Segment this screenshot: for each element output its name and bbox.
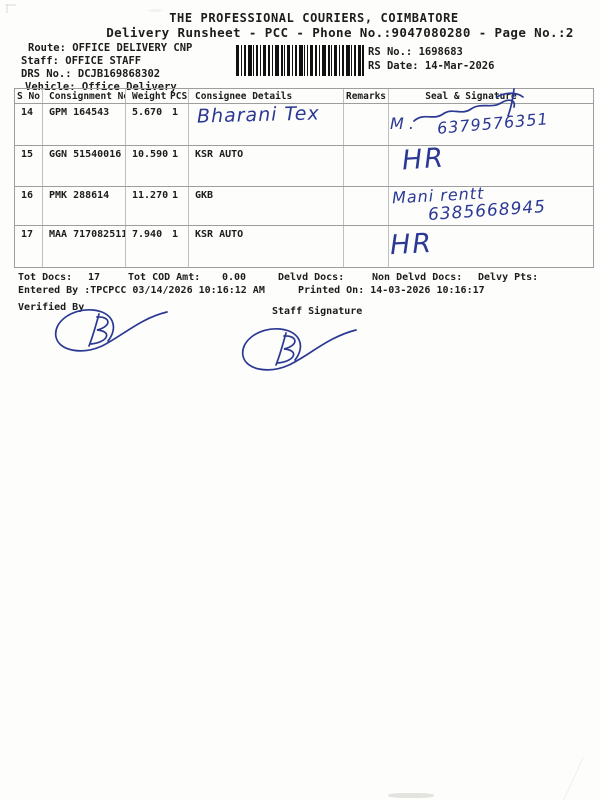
col-header-sno: S No: [15, 89, 43, 103]
cell-consignment: GPM 164543: [43, 104, 126, 145]
rs-no-value: 1698683: [418, 46, 463, 58]
cell-consignee: KSR AUTO: [189, 146, 344, 186]
table-row: 14 GPM 164543 5.670 1: [15, 104, 593, 146]
cell-consignment: PMK 288614: [43, 187, 126, 225]
tot-docs-value: 17: [88, 272, 101, 283]
handwritten-seal-initials: HR: [389, 227, 434, 262]
scan-artifact: [6, 4, 8, 13]
col-header-weight: Weight: [132, 91, 167, 102]
entered-by: Entered By :TPCPCC 03/14/2026 10:16:12 A…: [18, 285, 265, 296]
drs-value: DCJB169868302: [77, 68, 161, 80]
printed-on: Printed On: 14-03-2026 10:16:17: [298, 285, 485, 296]
scan-artifact: [388, 793, 434, 798]
delvd-docs-label: Delvd Docs:: [278, 272, 345, 283]
cell-pcs: 1: [170, 146, 189, 186]
cell-remarks: [344, 187, 389, 225]
cell-weight: 5.670: [132, 107, 163, 118]
drs-line: DRS No.: DCJB169868302: [21, 68, 160, 80]
staff-signature: [242, 328, 357, 371]
col-header-consignment: Consignment No: [43, 89, 126, 103]
handwritten-seal-initial: M .: [390, 114, 414, 133]
staff-line: Staff: OFFICE STAFF: [21, 55, 141, 67]
cell-remarks: [344, 104, 389, 145]
cell-sno: 16: [15, 187, 43, 225]
staff-signature: [275, 332, 287, 366]
cell-pcs: 1: [170, 187, 189, 225]
verified-by-label: Verified By: [18, 302, 85, 313]
cell-consignee: [189, 104, 344, 145]
scan-artifact: [148, 9, 162, 12]
verified-signature: [55, 309, 168, 352]
col-header-pcs: PCS: [170, 89, 189, 103]
staff-value: OFFICE STAFF: [65, 55, 142, 67]
table-row: 17 MAA 717082511 7.940 1 KSR AUTO: [15, 226, 593, 268]
col-header-remarks: Remarks: [344, 89, 389, 103]
col-header-consignee: Consignee Details: [189, 89, 344, 103]
table-header-row: S No Consignment No Weight PCS Consignee…: [15, 89, 593, 104]
staff-label: Staff:: [21, 55, 59, 67]
rs-no-line: RS No.: 1698683: [368, 46, 463, 58]
cell-consignment: MAA 717082511: [43, 226, 126, 267]
route-label: Route:: [28, 42, 66, 54]
cell-sno: 14: [15, 104, 43, 145]
table-row: 16 PMK 288614 11.270 1 GKB: [15, 187, 593, 226]
cell-pcs: 1: [170, 104, 189, 145]
vehicle-label: Vehicle:: [25, 81, 76, 93]
vehicle-value: Office Delivery: [81, 81, 177, 93]
cell-consignee: KSR AUTO: [189, 226, 344, 267]
page-title: THE PROFESSIONAL COURIERS, COIMBATORE: [169, 11, 459, 25]
consignment-table: S No Consignment No Weight PCS Consignee…: [14, 88, 594, 268]
route-value: OFFICE DELIVERY CNP: [72, 42, 193, 54]
table-row: 15 GGN 51540016 10.590 1 KSR AUTO: [15, 146, 593, 187]
handwritten-consignee: Bharani Tex: [196, 102, 320, 128]
staff-signature-label: Staff Signature: [272, 306, 363, 317]
rs-date-line: RS Date: 14-Mar-2026: [368, 60, 494, 72]
rs-date-value: 14-Mar-2026: [424, 60, 495, 72]
scan-artifact: [6, 4, 16, 6]
vehicle-line: Vehicle: Office Delivery: [25, 81, 177, 93]
tot-docs-label: Tot Docs:: [18, 272, 73, 283]
handwritten-seal-initials: HR: [400, 142, 447, 177]
verified-signature: [90, 316, 109, 345]
verified-signature: [88, 313, 100, 347]
delvy-pts-label: Delvy Pts:: [478, 272, 539, 283]
barcode-icon: [236, 45, 364, 76]
scan-artifact: [557, 757, 584, 800]
rs-date-label: RS Date:: [368, 60, 419, 72]
non-delvd-docs-label: Non Delvd Docs:: [372, 272, 463, 283]
cell-consignee: GKB: [189, 187, 344, 225]
cell-pcs: 1: [170, 226, 189, 267]
drs-label: DRS No.:: [21, 68, 72, 80]
tot-cod-value: 0.00: [222, 272, 247, 283]
cell-weight: 11.270: [132, 190, 169, 201]
rs-no-label: RS No.:: [368, 46, 413, 58]
cell-remarks: [344, 146, 389, 186]
col-header-seal: Seal & Signature: [425, 91, 517, 102]
page-subtitle: Delivery Runsheet - PCC - Phone No.:9047…: [106, 25, 574, 40]
cell-weight: 10.590: [132, 149, 169, 160]
cell-weight: 7.940: [132, 229, 163, 240]
staff-signature: [277, 335, 296, 364]
cell-sno: 17: [15, 226, 43, 267]
cell-remarks: [344, 226, 389, 267]
tot-cod-label: Tot COD Amt:: [128, 272, 201, 283]
cell-consignment: GGN 51540016: [43, 146, 126, 186]
route-line: Route: OFFICE DELIVERY CNP: [28, 42, 192, 54]
cell-sno: 15: [15, 146, 43, 186]
